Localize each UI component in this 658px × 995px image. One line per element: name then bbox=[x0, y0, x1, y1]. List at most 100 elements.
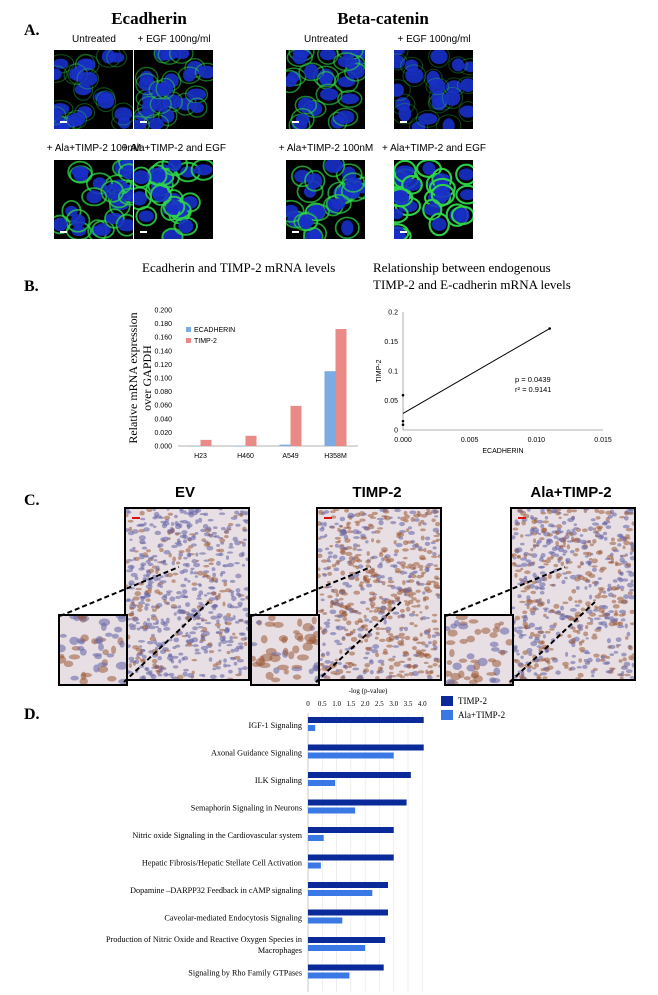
membrane-mark bbox=[155, 77, 176, 100]
nucleus-mark bbox=[523, 551, 530, 556]
nucleus-mark bbox=[413, 570, 418, 573]
pathway-bar-ala-timp2 bbox=[308, 835, 324, 841]
nucleus-mark bbox=[602, 590, 607, 594]
nucleus-mark bbox=[54, 217, 68, 232]
stained-cell-mark bbox=[619, 516, 626, 519]
stained-cell-mark bbox=[151, 608, 157, 612]
nucleus-mark bbox=[179, 509, 183, 511]
micrograph-canvas bbox=[394, 50, 473, 129]
bar-timp-2-h460 bbox=[245, 435, 257, 446]
stained-cell-mark bbox=[203, 564, 210, 568]
stained-cell-mark bbox=[350, 636, 358, 642]
stained-cell-mark bbox=[423, 653, 428, 658]
membrane-mark bbox=[337, 89, 363, 108]
stained-cell-mark bbox=[166, 572, 173, 578]
nucleus-mark bbox=[216, 613, 223, 618]
stained-cell-mark bbox=[175, 532, 180, 536]
nucleus-mark bbox=[210, 674, 217, 679]
nucleus-mark bbox=[424, 541, 431, 546]
pathway-label: Semaphorin Signaling in Neurons bbox=[191, 804, 302, 813]
stained-cell-mark bbox=[107, 675, 117, 682]
stained-cell-mark bbox=[426, 550, 433, 555]
nucleus-mark bbox=[519, 542, 525, 546]
stained-cell-mark bbox=[348, 559, 356, 564]
stained-cell-mark bbox=[422, 597, 427, 602]
stained-cell-mark bbox=[406, 540, 414, 544]
nucleus-mark bbox=[580, 562, 585, 565]
nucleus-mark bbox=[148, 557, 154, 560]
stained-cell-mark bbox=[412, 636, 419, 642]
nucleus-mark bbox=[159, 575, 164, 579]
nucleus-mark bbox=[357, 564, 364, 569]
bar-ecadherin-h23 bbox=[189, 446, 201, 447]
nucleus-mark bbox=[424, 536, 431, 541]
membrane-mark bbox=[441, 86, 464, 110]
stained-cell-mark bbox=[466, 635, 476, 643]
stained-cell-mark bbox=[127, 519, 134, 523]
stained-cell-mark bbox=[365, 564, 371, 568]
nucleus-mark bbox=[376, 517, 384, 521]
nucleus-mark bbox=[631, 662, 634, 668]
nucleus-mark bbox=[221, 579, 228, 583]
nucleus-mark bbox=[93, 664, 100, 673]
nucleus-mark bbox=[225, 664, 232, 667]
stained-cell-mark bbox=[385, 637, 392, 643]
nucleus-mark bbox=[163, 672, 169, 677]
stained-cell-mark bbox=[148, 568, 155, 574]
nucleus-mark bbox=[591, 567, 597, 572]
stained-cell-mark bbox=[529, 631, 535, 637]
nucleus-mark bbox=[162, 536, 169, 542]
nucleus-mark bbox=[144, 605, 149, 611]
stained-cell-mark bbox=[387, 602, 392, 608]
nucleus-mark bbox=[227, 603, 233, 609]
nucleus-mark bbox=[425, 566, 430, 573]
stained-cell-mark bbox=[278, 635, 289, 642]
scatter-y-tick-label: 0.2 bbox=[388, 310, 398, 317]
nucleus-mark bbox=[377, 659, 385, 664]
nucleus-mark bbox=[218, 512, 226, 516]
nucleus-mark bbox=[378, 520, 384, 526]
nucleus-mark bbox=[191, 559, 198, 564]
nucleus-mark bbox=[146, 617, 151, 622]
stained-cell-mark bbox=[216, 548, 220, 552]
stained-cell-mark bbox=[381, 600, 387, 605]
stained-cell-mark bbox=[524, 625, 528, 630]
nucleus-mark bbox=[629, 676, 634, 679]
stained-cell-mark bbox=[533, 538, 537, 544]
stained-cell-mark bbox=[346, 521, 352, 526]
nucleus-mark bbox=[432, 552, 437, 556]
nucleus-mark bbox=[628, 595, 634, 600]
membrane-mark bbox=[341, 172, 365, 193]
nucleus-mark bbox=[451, 58, 465, 72]
nucleus-mark bbox=[54, 110, 63, 121]
nucleus-mark bbox=[620, 571, 624, 576]
nucleus-mark bbox=[547, 523, 555, 528]
nucleus-mark bbox=[202, 630, 210, 636]
stained-cell-mark bbox=[297, 618, 303, 627]
ihc-title: Ala+TIMP-2 bbox=[530, 484, 612, 501]
membrane-mark bbox=[394, 223, 410, 239]
nucleus-mark bbox=[70, 214, 86, 228]
nucleus-mark bbox=[172, 665, 179, 669]
stained-cell-mark bbox=[288, 651, 295, 660]
nucleus-mark bbox=[166, 590, 173, 593]
nucleus-mark bbox=[569, 549, 575, 554]
stained-cell-mark bbox=[516, 555, 521, 559]
stained-cell-mark bbox=[239, 512, 244, 518]
stained-cell-mark bbox=[533, 518, 538, 524]
nucleus-mark bbox=[626, 631, 631, 637]
membrane-mark bbox=[290, 107, 315, 129]
nucleus-mark bbox=[139, 553, 144, 556]
nucleus-mark bbox=[538, 557, 544, 562]
stained-cell-mark bbox=[402, 548, 409, 552]
stained-cell-mark bbox=[481, 627, 491, 634]
stained-cell-mark bbox=[424, 565, 431, 569]
nucleus-mark bbox=[557, 537, 561, 541]
stained-cell-mark bbox=[202, 626, 208, 632]
stained-cell-mark bbox=[620, 599, 628, 605]
nucleus-mark bbox=[308, 668, 314, 675]
stained-cell-mark bbox=[375, 626, 380, 631]
micrograph-canvas bbox=[54, 50, 133, 129]
stained-cell-mark bbox=[416, 581, 421, 586]
nucleus-mark bbox=[344, 177, 362, 188]
